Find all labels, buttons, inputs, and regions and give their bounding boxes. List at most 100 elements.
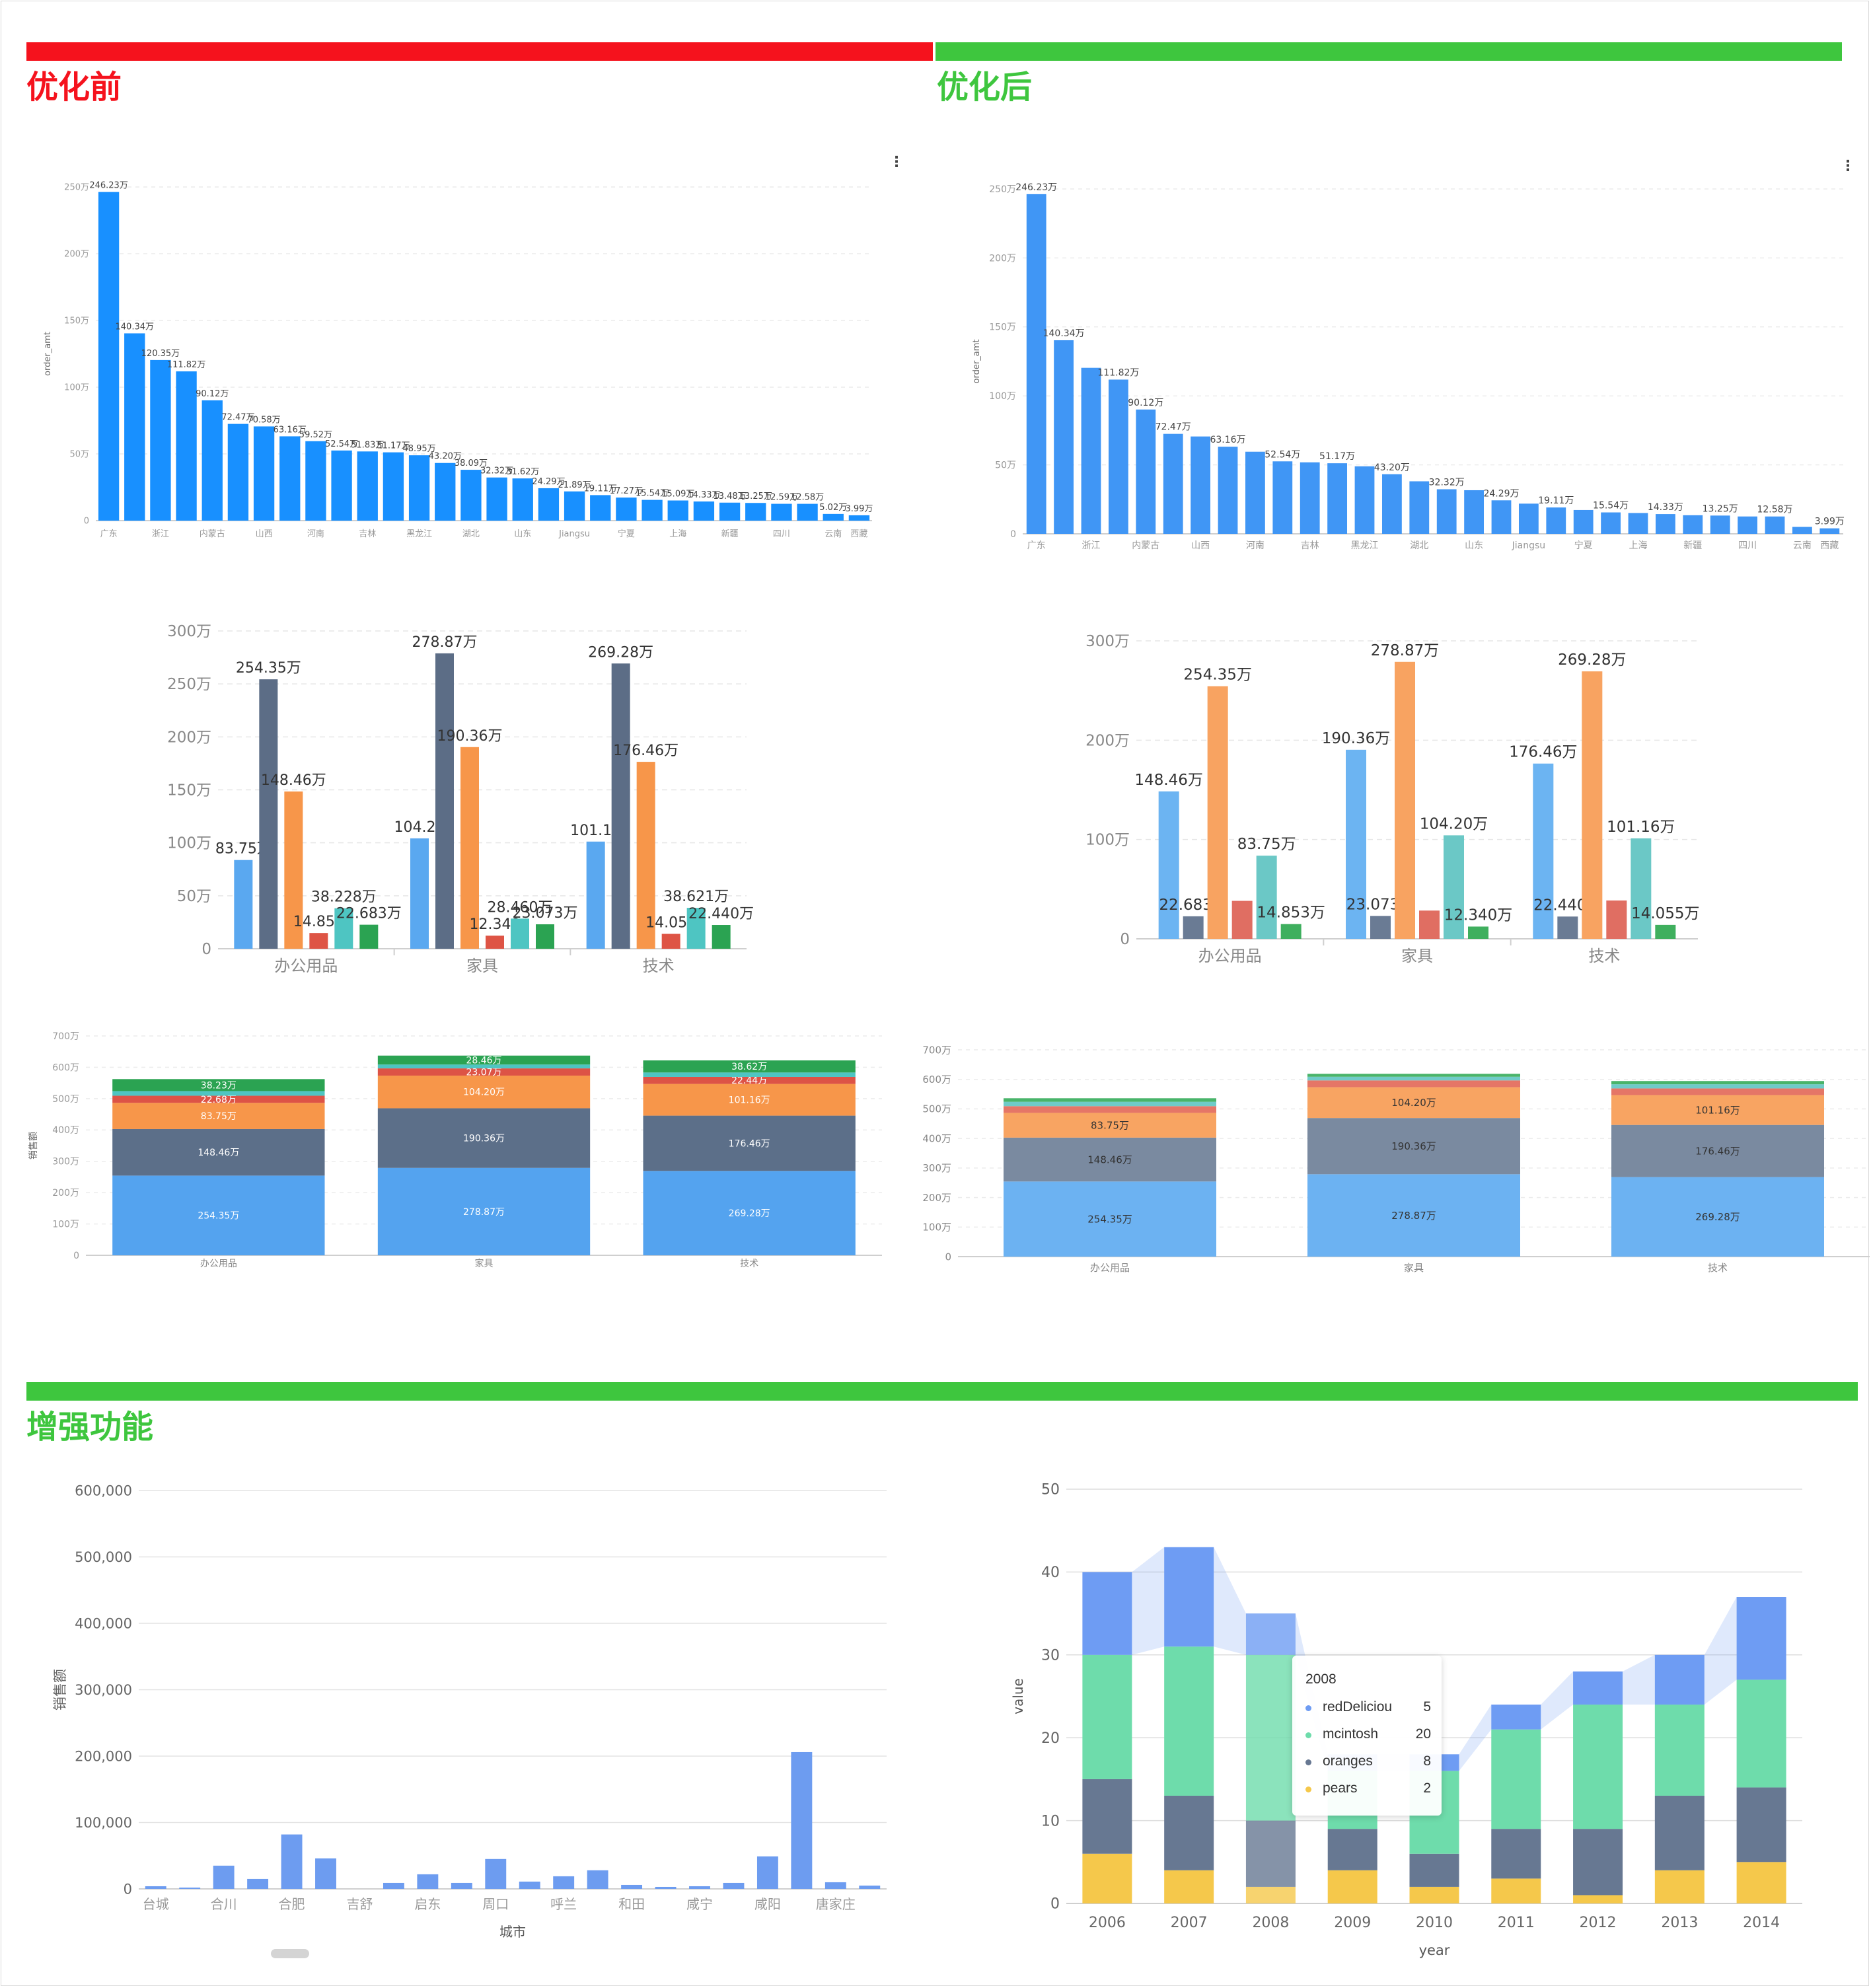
y-tick-label: 0 <box>73 1251 79 1261</box>
bar <box>435 462 456 521</box>
bar <box>1191 436 1211 534</box>
tooltip-series-name: pears <box>1323 1781 1358 1796</box>
bar-segment <box>112 1079 325 1091</box>
bar <box>259 679 278 949</box>
data-label: 104.20万 <box>463 1087 505 1098</box>
y-tick-label: 100万 <box>52 1219 79 1230</box>
bar <box>1163 433 1183 534</box>
bar-segment <box>112 1175 325 1255</box>
data-label: 38.621万 <box>663 889 729 905</box>
data-label: 101.16万 <box>1607 819 1675 836</box>
x-tick-label: 浙江 <box>1082 540 1101 551</box>
bar <box>1601 512 1621 534</box>
x-tick-label: 家具 <box>466 957 498 975</box>
bar <box>435 653 454 949</box>
x-tick-label: 山东 <box>1465 540 1483 551</box>
legend-dot <box>1305 1705 1311 1711</box>
horizontal-scrollbar-thumb[interactable] <box>271 1949 309 1958</box>
bar <box>98 192 120 521</box>
data-label: 28.460万 <box>488 899 553 916</box>
bar <box>1218 447 1238 534</box>
data-label: 90.12万 <box>196 389 229 399</box>
after-chart-menu-icon[interactable]: ⋮ <box>1841 157 1855 174</box>
data-label: 254.35万 <box>236 660 301 677</box>
before-chart-menu-icon[interactable]: ⋮ <box>889 153 904 170</box>
bar <box>586 841 605 949</box>
x-tick-label: 咸宁 <box>686 1896 713 1912</box>
x-tick-label: 咸阳 <box>754 1896 781 1912</box>
data-label: 269.28万 <box>588 644 653 661</box>
data-label: 19.11万 <box>1538 496 1574 506</box>
data-label: 14.33万 <box>1648 502 1683 513</box>
data-label: 101.16万 <box>1695 1104 1740 1116</box>
bar <box>1081 367 1101 534</box>
data-label: 269.28万 <box>729 1208 770 1219</box>
data-label: 38.09万 <box>455 459 488 468</box>
y-tick-label: 300万 <box>1085 633 1130 650</box>
bar <box>797 503 818 521</box>
y-tick-label: 0 <box>1120 931 1130 948</box>
bar-segment <box>377 1068 591 1076</box>
bar-segment <box>1004 1113 1216 1138</box>
data-label: 13.48万 <box>713 492 746 501</box>
bar <box>485 1859 507 1889</box>
data-label: 111.82万 <box>1097 368 1139 379</box>
data-label: 15.54万 <box>636 489 669 499</box>
data-label: 28.46万 <box>466 1055 501 1066</box>
bar <box>179 1887 201 1889</box>
data-label: 90.12万 <box>1128 398 1163 408</box>
bar-segment <box>1245 1613 1296 1655</box>
data-label: 48.95万 <box>402 444 435 454</box>
bar <box>536 924 554 949</box>
bar-segment <box>1654 1654 1705 1705</box>
y-tick-label: 300万 <box>922 1162 951 1174</box>
x-tick-label: 广东 <box>1027 540 1046 551</box>
data-label: 12.58万 <box>1757 505 1792 515</box>
bar <box>486 477 507 521</box>
tooltip-series-name: mcintosh <box>1323 1726 1379 1742</box>
bar <box>511 918 529 949</box>
bar <box>642 499 663 521</box>
bar <box>1026 194 1046 534</box>
y-tick-label: 30 <box>1041 1648 1060 1664</box>
bar-segment <box>377 1064 591 1069</box>
series-connector-band <box>1459 1705 1492 1771</box>
bar <box>756 1856 778 1889</box>
data-label: 12.59万 <box>765 493 798 503</box>
bar-segment <box>1491 1878 1541 1903</box>
x-tick-label: 2010 <box>1416 1915 1453 1931</box>
bar <box>1245 451 1265 534</box>
bar <box>247 1878 269 1889</box>
bar <box>279 436 301 521</box>
bar <box>145 1886 166 1889</box>
data-label: 43.20万 <box>429 452 462 462</box>
bar-segment <box>1409 1886 1459 1903</box>
tooltip-row: pears 2 <box>1305 1779 1431 1799</box>
x-tick-label: 河南 <box>307 529 324 539</box>
bar-segment <box>1491 1729 1541 1829</box>
y-tick-label: 40 <box>1041 1565 1060 1581</box>
bar <box>1582 671 1603 939</box>
series-connector-band <box>1541 1671 1574 1730</box>
x-tick-label: 西藏 <box>850 529 867 539</box>
bar <box>1628 513 1648 534</box>
y-tick-label: 200万 <box>989 253 1016 264</box>
bar-segment <box>643 1072 856 1077</box>
bar <box>383 452 404 521</box>
data-label: 70.58万 <box>247 415 280 425</box>
data-label: 15.09万 <box>661 490 694 499</box>
bar-segment <box>1164 1547 1214 1647</box>
x-tick-label: 和田 <box>618 1896 645 1912</box>
x-tick-label: 家具 <box>1401 947 1433 965</box>
bar <box>150 359 171 521</box>
bar-segment <box>112 1103 325 1129</box>
data-label: 14.33万 <box>687 490 720 500</box>
bar <box>1546 507 1566 534</box>
bar <box>359 924 379 949</box>
tooltip-series-value: 2 <box>1423 1781 1431 1796</box>
y-tick-label: 150万 <box>167 782 211 799</box>
tooltip-series-name: oranges <box>1323 1753 1373 1769</box>
data-label: 23.07万 <box>466 1067 501 1078</box>
legend-dot <box>1305 1759 1311 1765</box>
bar <box>564 491 585 521</box>
